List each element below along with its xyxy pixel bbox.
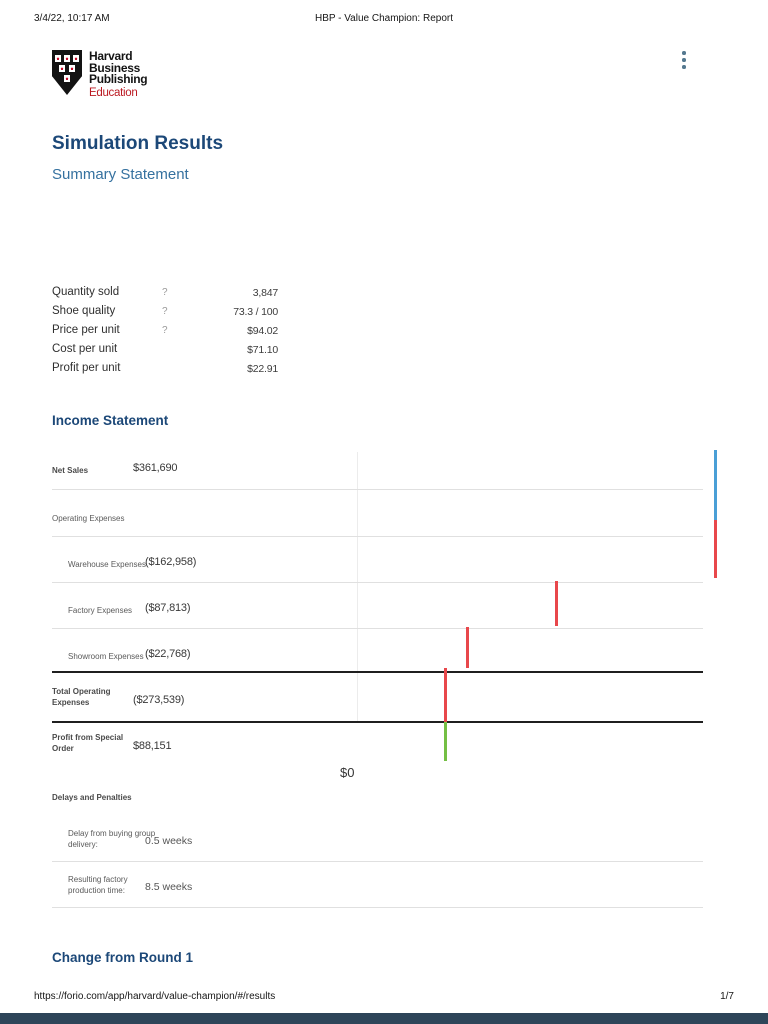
summary-row: Profit per unit $22.91 (52, 362, 278, 381)
shield-book-icon (64, 75, 70, 82)
warehouse-expenses-value: ($162,958) (145, 556, 197, 568)
total-row-top-border (52, 671, 703, 673)
logo-text: Harvard Business Publishing Education (89, 49, 148, 99)
row-separator (52, 582, 703, 583)
print-footer-page-number: 1/7 (720, 991, 734, 1002)
summary-row: Cost per unit $71.10 (52, 343, 278, 362)
row-separator (52, 861, 703, 862)
delay-buying-group-value: 0.5 weeks (145, 835, 193, 847)
profit-special-order-value: $88,151 (133, 740, 172, 752)
showroom-expenses-label: Showroom Expenses (68, 652, 144, 661)
logo-text-education: Education (89, 86, 138, 99)
row-separator (52, 628, 703, 629)
summary-value: 73.3 / 100 (233, 306, 278, 318)
total-operating-expenses-label: Total Operating Expenses (52, 687, 111, 707)
help-icon[interactable]: ? (162, 306, 168, 317)
logo-text-publishing: Publishing (89, 72, 148, 86)
print-header-datetime: 3/4/22, 10:17 AM (34, 13, 110, 24)
next-page-edge-bar (0, 1013, 768, 1024)
page-subtitle: Summary Statement (52, 166, 189, 183)
waterfall-bar (444, 722, 447, 761)
factory-production-time-label: Resulting factory production time: (68, 875, 128, 895)
summary-label: Profit per unit (52, 362, 121, 374)
row-separator (52, 907, 703, 908)
summary-row: Shoe quality ? 73.3 / 100 (52, 305, 278, 324)
shield-book-icon (59, 65, 65, 72)
kebab-dot (682, 65, 686, 69)
net-sales-label: Net Sales (52, 466, 89, 475)
factory-expenses-value: ($87,813) (145, 602, 191, 614)
shield-book-icon (69, 65, 75, 72)
summary-label: Cost per unit (52, 343, 118, 355)
summary-value: $22.91 (247, 363, 278, 375)
waterfall-bar (555, 581, 558, 626)
print-footer-url: https://forio.com/app/harvard/value-cham… (34, 991, 276, 1002)
shield-book-icon (64, 55, 70, 62)
warehouse-expenses-label: Warehouse Expenses (68, 560, 146, 569)
help-icon[interactable]: ? (162, 325, 168, 336)
help-icon[interactable]: ? (162, 287, 168, 298)
print-header-title: HBP - Value Champion: Report (314, 13, 454, 24)
logo-text-harvard: Harvard (89, 49, 133, 63)
waterfall-bar (714, 450, 717, 520)
profit-special-order-label: Profit from Special Order (52, 733, 124, 753)
income-statement-heading: Income Statement (52, 413, 169, 428)
shield-book-icon (73, 55, 79, 62)
showroom-expenses-value: ($22,768) (145, 648, 191, 660)
chart-zero-axis-line (357, 452, 358, 723)
operating-expenses-label: Operating Expenses (52, 514, 125, 523)
row-separator (52, 489, 703, 490)
harvard-shield-icon (52, 50, 82, 95)
chart-axis-zero-label: $0 (340, 765, 355, 780)
logo-text-business: Business (89, 60, 140, 75)
summary-value: $94.02 (247, 325, 278, 337)
factory-expenses-label: Factory Expenses (68, 606, 133, 615)
kebab-dot (682, 51, 686, 55)
waterfall-bar (466, 627, 469, 668)
change-from-round-heading: Change from Round 1 (52, 950, 193, 965)
waterfall-bar (714, 520, 717, 578)
net-sales-value: $361,690 (133, 462, 178, 474)
row-separator (52, 536, 703, 537)
summary-label: Quantity sold (52, 286, 120, 298)
total-operating-expenses-value: ($273,539) (133, 694, 185, 706)
summary-row: Quantity sold ? 3,847 (52, 286, 278, 305)
shield-book-icon (55, 55, 61, 62)
delay-buying-group-label: Delay from buying group delivery: (68, 829, 156, 849)
summary-row: Price per unit ? $94.02 (52, 324, 278, 343)
summary-label: Shoe quality (52, 305, 116, 317)
summary-value: 3,847 (252, 287, 278, 299)
summary-label: Price per unit (52, 324, 120, 336)
factory-production-time-value: 8.5 weeks (145, 881, 193, 893)
total-row-bottom-border (52, 721, 703, 723)
summary-value: $71.10 (247, 344, 278, 356)
kebab-menu-icon[interactable] (682, 51, 686, 69)
hbp-logo: Harvard Business Publishing Education (52, 49, 148, 99)
kebab-dot (682, 58, 686, 62)
page-title: Simulation Results (52, 133, 224, 154)
waterfall-bar (444, 668, 447, 722)
delays-penalties-heading: Delays and Penalties (52, 793, 132, 802)
